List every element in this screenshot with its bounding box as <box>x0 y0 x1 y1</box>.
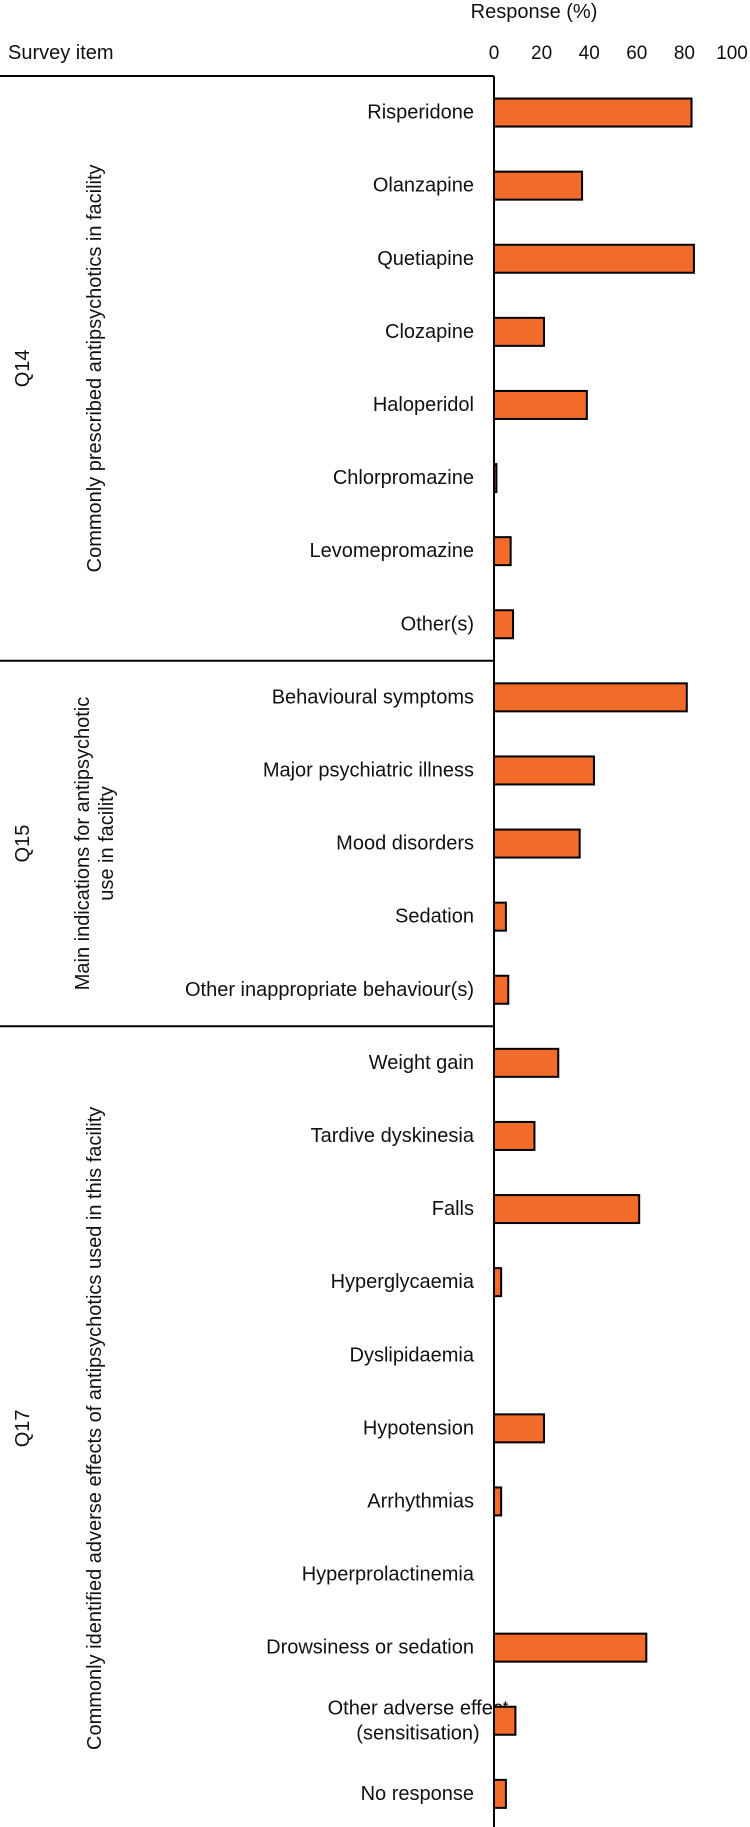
item-label: Other inappropriate behaviour(s) <box>185 979 474 1001</box>
item-label: Hyperprolactinemia <box>302 1564 475 1586</box>
group-code: Q14 <box>12 349 34 387</box>
item-label: Clozapine <box>385 321 474 343</box>
response-bar <box>493 1120 536 1151</box>
response-bar <box>493 1632 648 1663</box>
item-label: Weight gain <box>369 1052 474 1074</box>
response-bar <box>493 1194 641 1225</box>
group-title: Commonly identified adverse effects of a… <box>84 1107 106 1750</box>
group-code: Q17 <box>12 1409 34 1447</box>
response-bar <box>493 1267 503 1298</box>
item-label: Risperidone <box>367 102 474 124</box>
response-bar <box>493 755 595 786</box>
x-tick-label: 60 <box>626 43 647 64</box>
item-label: Olanzapine <box>373 175 474 197</box>
response-bar <box>493 463 498 494</box>
response-bar <box>493 901 507 932</box>
item-label: (sensitisation) <box>356 1722 479 1744</box>
item-label: Major psychiatric illness <box>263 759 474 781</box>
x-tick-label: 100 <box>716 43 748 64</box>
response-bar <box>493 1705 517 1736</box>
group-code: Q15 <box>12 825 34 863</box>
response-bar <box>493 316 545 347</box>
item-label: Chlorpromazine <box>333 467 474 489</box>
item-label: Drowsiness or sedation <box>266 1637 474 1659</box>
response-bar <box>493 243 695 274</box>
chart-bars <box>493 97 695 1809</box>
chart-groups: Q14 Commonly prescribed antipsychotics in… <box>12 102 509 1805</box>
group-title: Main indications for antipsychotic <box>72 697 94 990</box>
response-bar <box>493 536 512 567</box>
item-label: Hyperglycaemia <box>331 1271 475 1293</box>
item-label: Mood disorders <box>336 833 474 855</box>
item-label: No response <box>361 1783 474 1805</box>
item-label: Dyslipidaemia <box>350 1344 475 1366</box>
response-bar <box>493 1778 507 1809</box>
item-label: Falls <box>432 1198 474 1220</box>
item-label: Levomepromazine <box>309 540 474 562</box>
response-bar <box>493 682 688 713</box>
response-bar <box>493 974 510 1005</box>
item-label: Behavioural symptoms <box>272 686 474 708</box>
item-label: Quetiapine <box>377 248 474 270</box>
item-label: Hypotension <box>363 1417 474 1439</box>
response-bar <box>493 1413 545 1444</box>
item-label: Tardive dyskinesia <box>311 1125 475 1147</box>
item-label: Haloperidol <box>373 394 474 416</box>
item-label: Sedation <box>395 906 474 928</box>
x-axis-title: Response (%) <box>471 1 598 23</box>
response-bar <box>493 1047 560 1078</box>
x-tick-label: 20 <box>531 43 552 64</box>
item-label: Other(s) <box>401 613 474 635</box>
column-header: Survey item <box>8 42 114 64</box>
response-bar <box>493 170 584 201</box>
item-label: Other adverse effect <box>328 1697 509 1719</box>
chart-frame <box>0 75 495 1827</box>
response-bar <box>493 97 693 128</box>
x-tick-label: 40 <box>579 43 600 64</box>
group-title: use in facility <box>96 786 118 901</box>
response-bar <box>493 828 581 859</box>
item-label: Arrhythmias <box>367 1490 474 1512</box>
response-bar <box>493 1486 503 1517</box>
x-axis-ticks: 0 20 40 60 80 100 <box>489 43 748 64</box>
response-bar <box>493 609 515 640</box>
response-bar <box>493 389 588 420</box>
x-tick-label: 0 <box>489 43 500 64</box>
group-title: Commonly prescribed antipsychotics in fa… <box>84 164 106 572</box>
x-tick-label: 80 <box>674 43 695 64</box>
